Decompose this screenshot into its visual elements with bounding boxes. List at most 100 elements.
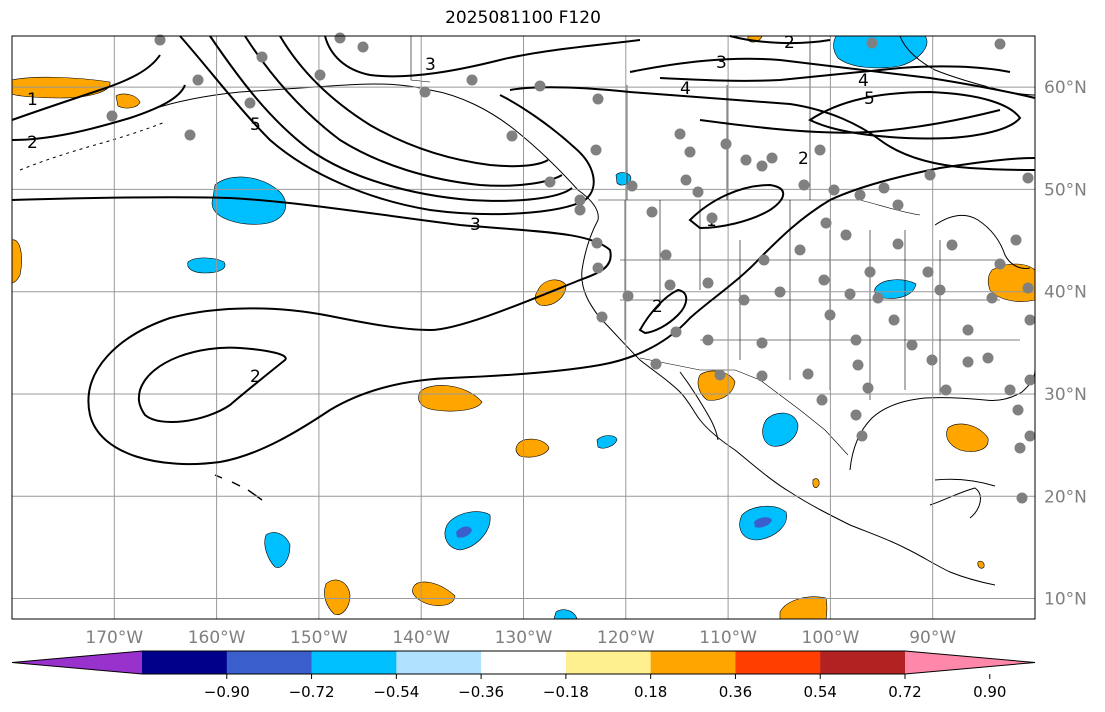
alaska-canada-border xyxy=(410,36,431,83)
station-dot xyxy=(1014,442,1026,454)
latitude-labels: 10°N 20°N 30°N 40°N 50°N 60°N xyxy=(1044,78,1087,609)
contour-2-alaska-jet xyxy=(509,86,1036,171)
colorbar-tick-label: 0.90 xyxy=(973,683,1006,701)
aleutians xyxy=(19,121,166,171)
station-dot xyxy=(844,288,856,300)
station-dot xyxy=(590,144,602,156)
station-dot xyxy=(646,206,658,218)
yucatan xyxy=(929,487,981,519)
contour-3-upper xyxy=(324,35,641,78)
station-dot xyxy=(816,394,828,406)
map-title: 2025081100 F120 xyxy=(445,8,601,28)
neg-blob-mexico xyxy=(762,412,799,447)
station-dot xyxy=(738,294,750,306)
station-dot xyxy=(852,359,864,371)
station-dot xyxy=(756,370,768,382)
latitude-label: 50°N xyxy=(1044,180,1087,200)
station-dot xyxy=(357,41,369,53)
station-dot xyxy=(1016,492,1028,504)
contour-2-top xyxy=(729,35,831,45)
pos-blob-small-1 xyxy=(115,93,141,109)
station-dot xyxy=(650,358,662,370)
contour-label: 2 xyxy=(652,297,663,317)
contour-lines xyxy=(11,35,1036,466)
station-dot xyxy=(888,314,900,326)
station-dot xyxy=(334,32,346,44)
colorbar-tick-label: 0.36 xyxy=(719,683,752,701)
colorbar-tick-labels: −0.90 −0.72 −0.54 −0.36 −0.18 0.18 0.36 0.54 0.7… xyxy=(204,674,1006,701)
station-dot xyxy=(574,194,586,206)
station-dot xyxy=(850,409,862,421)
station-dot xyxy=(592,93,604,105)
station-dot xyxy=(680,174,692,186)
neg-blob-hawaii xyxy=(264,532,291,568)
station-dot xyxy=(670,326,682,338)
contour-1-east xyxy=(699,109,1001,134)
station-dot xyxy=(1024,374,1036,386)
colorbar-tick-label: −0.72 xyxy=(289,683,335,701)
contour-label: 4 xyxy=(858,71,869,91)
station-dot xyxy=(192,74,204,86)
station-dot xyxy=(466,74,478,86)
station-dot xyxy=(1012,404,1024,416)
us-mexico-border xyxy=(639,357,849,456)
station-dot xyxy=(626,180,638,192)
colorbar-tick-label: −0.90 xyxy=(204,683,250,701)
longitude-label: 100°W xyxy=(802,628,860,648)
station-dot xyxy=(946,239,958,251)
pos-blob-small-5 xyxy=(977,560,985,569)
pos-blob-south-1 xyxy=(324,579,351,615)
station-dot xyxy=(814,144,826,156)
station-dot xyxy=(574,204,586,216)
station-dot xyxy=(892,199,904,211)
station-dot xyxy=(802,368,814,380)
contour-label: 2 xyxy=(250,367,261,387)
station-dot xyxy=(872,292,884,304)
station-dot xyxy=(854,189,866,201)
contour-label: 3 xyxy=(470,215,481,235)
longitude-label: 170°W xyxy=(85,628,143,648)
pos-blob-gulf xyxy=(946,423,989,452)
colorbar-segment xyxy=(396,651,482,674)
station-dot xyxy=(994,258,1006,270)
map-frame xyxy=(11,35,1036,620)
station-dot xyxy=(419,86,431,98)
station-dot xyxy=(794,244,806,256)
colorbar xyxy=(11,650,1036,675)
pos-blob-small-2 xyxy=(515,438,550,458)
station-dot xyxy=(184,129,196,141)
contour-2-pacific-inner xyxy=(137,346,287,423)
station-dot xyxy=(740,154,752,166)
contour-1-rockies xyxy=(688,183,785,230)
latitude-label: 40°N xyxy=(1044,283,1087,303)
station-dot xyxy=(892,238,904,250)
contour-3-northeast xyxy=(629,57,1036,99)
colorbar-tick-label: 0.18 xyxy=(634,683,667,701)
colorbar-segment xyxy=(226,651,313,674)
station-dot xyxy=(926,354,938,366)
station-dot xyxy=(534,80,546,92)
station-dot xyxy=(756,337,768,349)
colorbar-segment xyxy=(311,651,397,674)
station-dot xyxy=(256,51,268,63)
station-dot xyxy=(592,262,604,274)
longitude-label: 140°W xyxy=(392,628,450,648)
colorbar-extend-low xyxy=(12,651,142,674)
latitude-label: 10°N xyxy=(1044,590,1087,610)
station-dot xyxy=(674,128,686,140)
station-dot xyxy=(106,110,118,122)
longitude-label: 110°W xyxy=(699,628,757,648)
station-dot xyxy=(706,212,718,224)
station-dot xyxy=(314,69,326,81)
contour-label: 5 xyxy=(250,115,261,135)
station-dot xyxy=(720,138,732,150)
longitude-label: 130°W xyxy=(495,628,553,648)
neg-blob-central-pacific-core xyxy=(456,526,472,538)
station-dot xyxy=(596,311,608,323)
baja-california xyxy=(679,371,719,441)
station-dot xyxy=(962,356,974,368)
pos-blob-south-2 xyxy=(412,581,456,606)
station-dot xyxy=(544,176,556,188)
station-dot xyxy=(1022,172,1034,184)
station-dot xyxy=(820,217,832,229)
